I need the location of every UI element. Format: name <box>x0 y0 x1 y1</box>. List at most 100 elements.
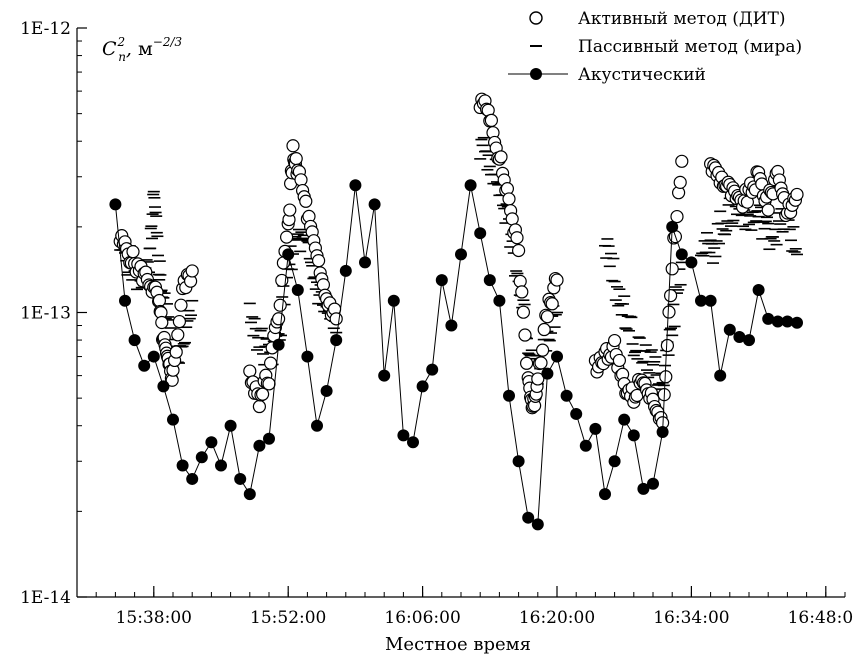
active-point <box>312 254 326 268</box>
active-point <box>126 245 140 259</box>
acoustic-point <box>205 436 218 449</box>
active-point <box>612 353 627 368</box>
acoustic-point <box>215 459 227 472</box>
active-point <box>519 356 534 370</box>
active-point <box>243 364 257 378</box>
acoustic-point <box>128 334 141 347</box>
acoustic-point <box>704 294 717 307</box>
acoustic-line <box>114 185 798 526</box>
active-point <box>252 399 266 414</box>
acoustic-point <box>503 389 515 402</box>
acoustic-point <box>426 363 439 376</box>
acoustic-point <box>243 488 256 501</box>
acoustic-point <box>368 198 381 211</box>
active-point <box>329 312 343 326</box>
active-point <box>675 154 689 168</box>
acoustic-point <box>666 220 679 233</box>
acoustic-point <box>512 455 525 468</box>
acoustic-point <box>435 274 448 287</box>
x-tick-label: 16:20:00 <box>519 608 595 628</box>
active-point <box>280 230 294 244</box>
acoustic-point <box>339 264 352 277</box>
acoustic-point <box>647 477 659 490</box>
acoustic-point <box>272 338 285 351</box>
active-point <box>673 175 687 189</box>
legend-label-passive: Пассивный метод (мира) <box>578 37 802 57</box>
active-point <box>505 212 519 226</box>
acoustic-point <box>483 274 496 287</box>
x-axis-ticks: 15:38:00 15:52:00 16:06:00 16:20:00 16:34:00… <box>76 586 853 628</box>
acoustic-point <box>493 294 506 307</box>
acoustic-point <box>464 179 477 192</box>
acoustic-point <box>474 227 487 240</box>
acoustic-point <box>224 419 237 432</box>
acoustic-point <box>579 439 592 452</box>
active-point <box>665 262 679 276</box>
active-point <box>790 187 804 202</box>
y-tick-label: 1E-12 <box>20 19 71 39</box>
active-point <box>662 305 676 319</box>
active-point <box>663 288 678 303</box>
acoustic-point <box>656 426 669 439</box>
active-point <box>545 297 559 311</box>
active-point <box>607 333 622 348</box>
active-point <box>518 328 532 342</box>
ylabel-unit: м <box>138 38 153 60</box>
acoustic-point <box>320 384 333 397</box>
acoustic-point <box>195 451 208 464</box>
acoustic-point <box>791 316 803 329</box>
active-point <box>515 285 529 299</box>
acoustic-point <box>637 482 650 495</box>
active-point <box>511 243 526 258</box>
acoustic-point <box>695 294 707 307</box>
acoustic-point <box>589 422 602 435</box>
legend: Активный метод (ДИТ) Пассивный метод (ми… <box>508 9 802 85</box>
active-point <box>510 231 524 245</box>
active-point <box>272 312 286 326</box>
acoustic-point <box>618 413 631 426</box>
legend-item-active: Активный метод (ДИТ) <box>529 9 785 29</box>
active-point <box>185 264 199 278</box>
acoustic-point <box>714 369 727 382</box>
acoustic-point <box>234 472 247 485</box>
ylabel-superscript: 2 <box>117 35 126 49</box>
active-point <box>761 203 775 217</box>
acoustic-point <box>599 488 611 501</box>
plot-frame <box>76 28 845 598</box>
active-point <box>494 150 508 164</box>
acoustic-point <box>762 312 775 325</box>
x-tick-label: 16:48:00 <box>788 608 853 628</box>
active-point <box>540 310 555 324</box>
acoustic-point <box>723 323 736 336</box>
acoustic-point <box>675 248 688 261</box>
x-tick-label: 16:06:00 <box>384 608 460 628</box>
legend-item-passive: Пассивный метод (мира) <box>530 37 802 57</box>
active-point <box>670 209 684 224</box>
acoustic-point <box>407 436 419 449</box>
acoustic-point <box>416 380 429 393</box>
acoustic-point <box>167 413 179 426</box>
active-point <box>283 203 297 217</box>
acoustic-point <box>685 256 698 269</box>
active-point <box>174 298 188 312</box>
acoustic-point <box>733 331 746 344</box>
active-point <box>535 343 550 357</box>
active-point <box>294 173 308 187</box>
acoustic-point <box>349 179 362 192</box>
active-point <box>537 322 551 337</box>
acoustic-point <box>743 334 755 347</box>
acoustic-point <box>378 369 391 382</box>
active-point <box>155 315 169 330</box>
acoustic-point <box>301 350 314 363</box>
acoustic-point <box>291 283 304 296</box>
y-tick-label: 1E-14 <box>20 588 71 608</box>
active-point <box>286 139 300 153</box>
acoustic-point <box>282 248 295 261</box>
ylabel-unit-exponent: −2/3 <box>153 35 183 49</box>
legend-item-acoustic: Акустический <box>508 65 706 85</box>
acoustic-point <box>119 294 131 307</box>
acoustic-point <box>109 198 122 211</box>
active-point <box>516 305 531 319</box>
active-point <box>256 387 270 401</box>
